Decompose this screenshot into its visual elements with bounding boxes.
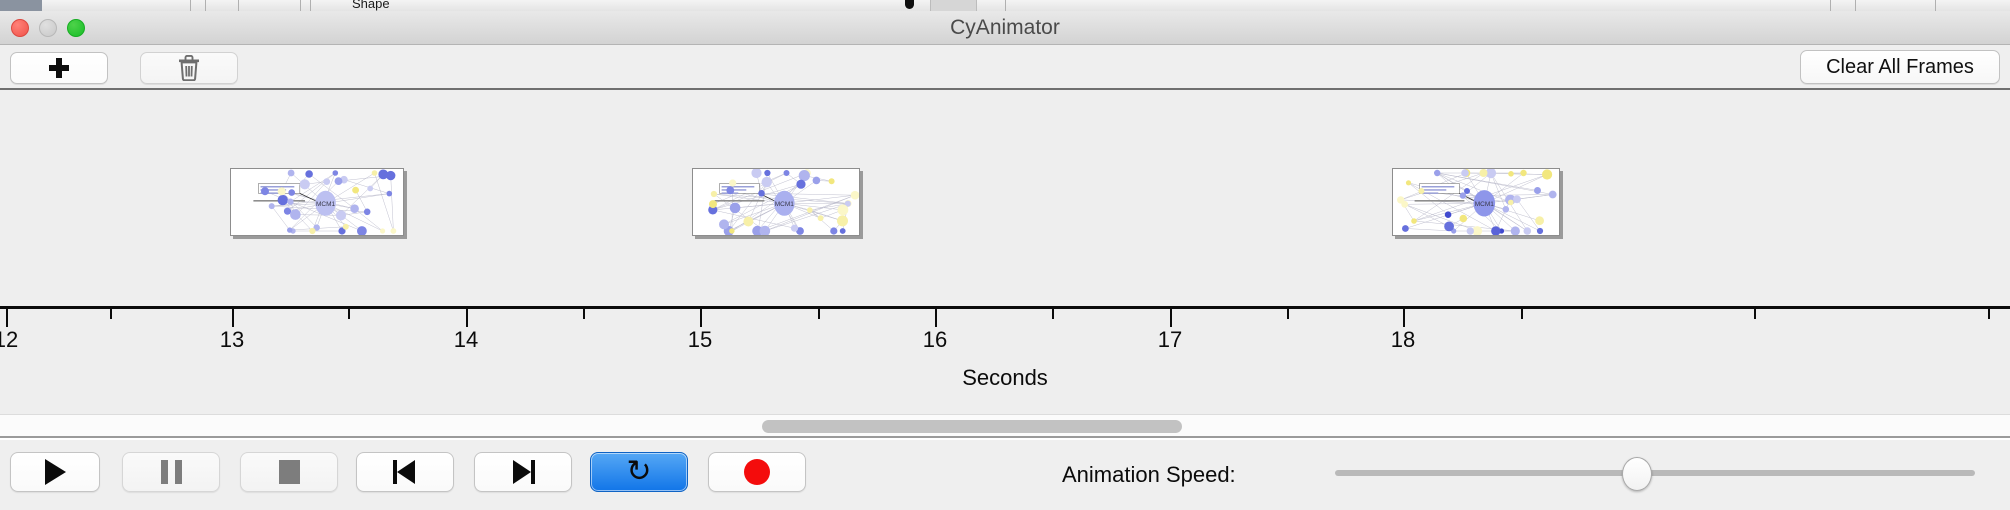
timeline-tick-minor [110, 309, 112, 319]
slider-knob[interactable] [1621, 457, 1652, 491]
axis-title: Seconds [962, 365, 1048, 390]
delete-frame-button[interactable] [140, 52, 238, 84]
timeline-tick-major [935, 309, 937, 327]
play-button[interactable] [10, 452, 100, 492]
playback-control-bar: ↻ Animation Speed: [0, 440, 2010, 510]
background-window-strip: Shape [0, 0, 2010, 11]
timeline-tick-label: 14 [453, 327, 479, 352]
timeline-panel[interactable]: MCM1 MCM1 MCM1 12 13 14 15 16 17 18 Seconds [0, 90, 2010, 414]
timeline-tick-label: 15 [687, 327, 713, 352]
timeline-tick-minor [583, 309, 585, 319]
play-icon [44, 459, 66, 485]
toolbar: Clear All Frames [0, 45, 2010, 90]
timeline-tick-minor [348, 309, 350, 319]
pause-icon [160, 460, 182, 484]
record-icon [744, 459, 770, 485]
timeline-tick-major [232, 309, 234, 327]
timeline-tick-minor [818, 309, 820, 319]
timeline-tick-major [1170, 309, 1172, 327]
animation-speed-label: Animation Speed: [1062, 462, 1236, 487]
timeline-tick-label: 17 [1157, 327, 1183, 352]
timeline-tick-label: 12 [0, 327, 19, 352]
timeline-tick-minor [1754, 309, 1756, 319]
next-frame-button[interactable] [474, 452, 572, 492]
slider-track [1335, 470, 1975, 476]
timeline-tick-label: 13 [219, 327, 245, 352]
timeline-tick-major [6, 309, 8, 327]
background-window-titlebar [0, 0, 42, 11]
background-window-label: Shape [352, 0, 390, 11]
timeline-tick-minor [1521, 309, 1523, 319]
skip-forward-icon [511, 460, 535, 484]
timeline-scrollbar[interactable] [0, 414, 2010, 438]
window-titlebar: CyAnimator [0, 11, 2010, 45]
loop-icon: ↻ [626, 454, 652, 489]
clear-all-frames-label: Clear All Frames [1826, 55, 1974, 78]
timeline-tick-minor [1988, 309, 1990, 319]
plus-icon [48, 57, 70, 79]
timeline-tick-minor [1287, 309, 1289, 319]
clear-all-frames-button[interactable]: Clear All Frames [1800, 50, 2000, 84]
timeline-tick-major [700, 309, 702, 327]
close-button[interactable] [11, 19, 29, 37]
timeline-tick-minor [1052, 309, 1054, 319]
previous-frame-button[interactable] [356, 452, 454, 492]
svg-text:MCM1: MCM1 [316, 201, 336, 208]
trash-icon [179, 55, 199, 81]
window-title: CyAnimator [950, 16, 1060, 39]
add-frame-button[interactable] [10, 52, 108, 84]
timeline-tick-major [1403, 309, 1405, 327]
frame-thumbnail-3[interactable]: MCM1 [1392, 168, 1560, 236]
stop-icon [278, 460, 300, 484]
record-button[interactable] [708, 452, 806, 492]
minimize-button[interactable] [39, 19, 57, 37]
frame-thumbnail-1[interactable]: MCM1 [230, 168, 404, 236]
svg-text:MCM1: MCM1 [1475, 201, 1495, 208]
pause-button[interactable] [122, 452, 220, 492]
timeline-scrollbar-thumb[interactable] [762, 420, 1182, 433]
timeline-tick-label: 18 [1390, 327, 1416, 352]
window-controls [11, 19, 85, 37]
timeline-tick-label: 16 [922, 327, 948, 352]
animation-speed-slider[interactable] [1335, 457, 1975, 491]
timeline-tick-major [466, 309, 468, 327]
zoom-button[interactable] [67, 19, 85, 37]
timeline-axis [0, 306, 2010, 309]
frame-thumbnail-2[interactable]: MCM1 [692, 168, 860, 236]
loop-toggle-button[interactable]: ↻ [590, 452, 688, 492]
skip-back-icon [393, 460, 417, 484]
stop-button[interactable] [240, 452, 338, 492]
svg-text:MCM1: MCM1 [775, 201, 795, 208]
